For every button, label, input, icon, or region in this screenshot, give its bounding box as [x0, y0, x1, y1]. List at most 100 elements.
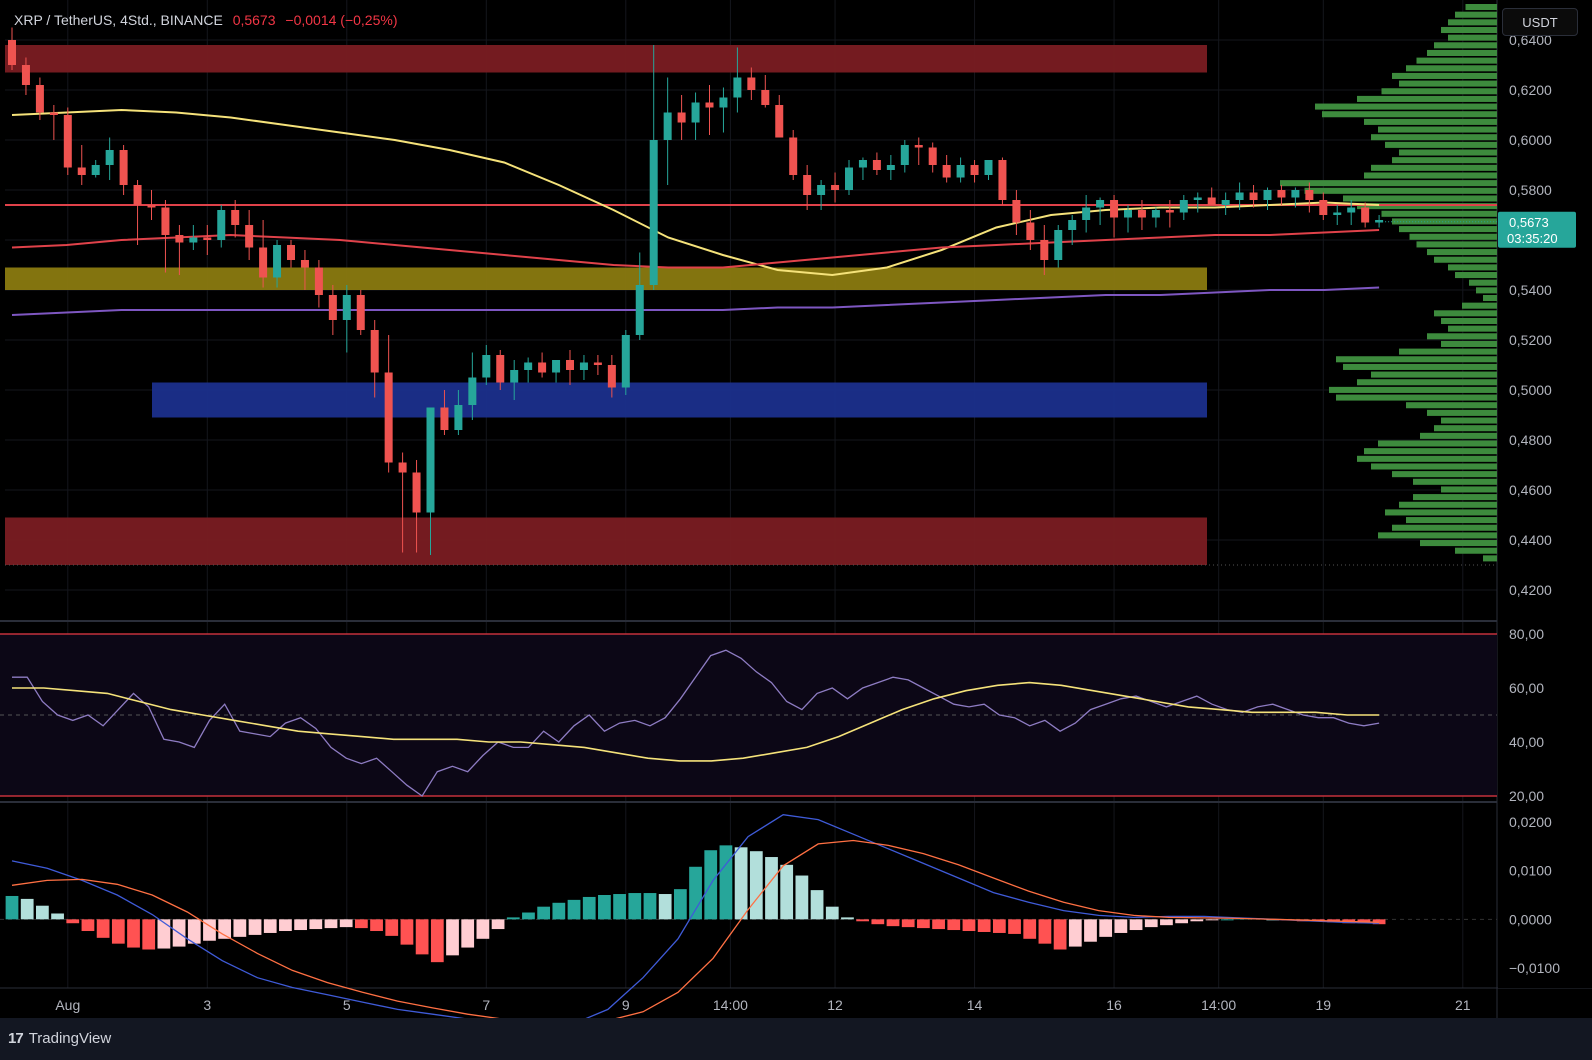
- volume-profile-bar: [1322, 111, 1497, 118]
- candle-body: [8, 40, 16, 65]
- zone-rect: [5, 517, 1207, 565]
- macd-histogram-bar: [385, 919, 399, 936]
- zone-rect: [5, 267, 1207, 290]
- volume-profile-bar: [1357, 379, 1497, 386]
- candle-body: [1319, 200, 1328, 215]
- macd-histogram-bar: [339, 919, 353, 928]
- candle-body: [161, 207, 170, 235]
- candle-body: [1124, 210, 1132, 218]
- candle-body: [91, 165, 100, 175]
- candle-body: [133, 185, 142, 205]
- candle-body: [607, 365, 616, 388]
- candle-body: [984, 160, 993, 175]
- volume-profile-bar: [1462, 302, 1497, 309]
- macd-histogram-bar: [825, 906, 839, 920]
- price-tick-label: 0,4800: [1509, 432, 1552, 448]
- volume-profile-bar: [1357, 203, 1497, 210]
- candle-body: [510, 370, 519, 383]
- candle-body: [1040, 240, 1049, 260]
- candle-body: [328, 295, 337, 320]
- candle-body: [719, 97, 728, 108]
- time-tick-label: 14:00: [713, 997, 748, 1013]
- volume-profile-bar: [1441, 26, 1497, 34]
- zone-rect: [152, 382, 1207, 418]
- volume-profile-bar: [1280, 180, 1497, 187]
- volume-profile-bar: [1448, 264, 1497, 271]
- macd-histogram-bar: [1099, 919, 1113, 937]
- candle-body: [1207, 197, 1216, 205]
- volume-profile-bar: [1427, 409, 1497, 416]
- macd-histogram-bar: [962, 919, 976, 932]
- macd-histogram-bar: [1053, 919, 1067, 950]
- volume-profile-bar: [1448, 34, 1497, 41]
- volume-profile-bar: [1465, 4, 1497, 11]
- macd-histogram-bar: [719, 845, 733, 920]
- candle-body: [398, 462, 407, 473]
- volume-profile-bar: [1409, 233, 1497, 240]
- volume-profile-bar: [1357, 455, 1497, 462]
- volume-profile-bar: [1378, 532, 1497, 539]
- volume-profile-bar: [1455, 272, 1497, 279]
- candle-body: [970, 165, 979, 175]
- candle-body: [761, 90, 770, 105]
- macd-histogram-bar: [871, 919, 885, 925]
- macd-histogram-bar: [552, 902, 566, 920]
- candle-body: [900, 145, 909, 165]
- candle-body: [49, 112, 58, 115]
- macd-histogram-bar: [81, 919, 95, 932]
- trading-chart[interactable]: 0,64000,62000,60000,58000,56000,54000,52…: [0, 0, 1592, 1028]
- moving-average-line: [11, 108, 1380, 277]
- volume-profile-bar: [1434, 425, 1497, 432]
- candle-body: [789, 137, 798, 175]
- candle-body: [482, 355, 491, 378]
- macd-histogram-bar: [1008, 919, 1021, 934]
- price-tick-label: 0,5200: [1509, 332, 1552, 348]
- candle-body: [1137, 210, 1146, 218]
- tradingview-brand[interactable]: 17 TradingView: [8, 1030, 111, 1047]
- volume-profile-bar: [1378, 126, 1497, 133]
- candle-body: [1375, 220, 1384, 223]
- macd-histogram-bar: [795, 875, 809, 920]
- macd-histogram-bar: [370, 919, 383, 932]
- macd-histogram-bar: [248, 919, 262, 935]
- volume-profile-bar: [1483, 294, 1497, 302]
- candle-body: [1347, 207, 1356, 213]
- candle-body: [259, 247, 268, 278]
- rsi-tick-label: 20,00: [1509, 788, 1544, 804]
- macd-histogram-bar: [506, 917, 520, 920]
- volume-profile-bar: [1336, 394, 1497, 401]
- macd-histogram-bar: [324, 919, 338, 929]
- volume-profile-bar: [1420, 432, 1497, 439]
- macd-histogram-bar: [5, 895, 19, 920]
- currency-button[interactable]: USDT: [1502, 8, 1578, 36]
- volume-profile-bar: [1483, 555, 1497, 562]
- candle-body: [412, 472, 421, 513]
- header-change: −0,0014 (−0,25%): [285, 12, 398, 28]
- volume-profile-bar: [1371, 164, 1497, 171]
- macd-histogram-bar: [917, 919, 930, 929]
- candle-body: [1054, 230, 1063, 260]
- volume-profile-bar: [1441, 340, 1497, 347]
- macd-histogram-bar: [689, 866, 702, 920]
- symbol-label[interactable]: XRP / TetherUS, 4Std., BINANCE: [14, 12, 223, 28]
- volume-profile-bar: [1416, 241, 1497, 248]
- candle-body: [63, 115, 72, 168]
- macd-histogram-bar: [749, 851, 763, 920]
- header-price: 0,5673: [232, 12, 276, 28]
- candle-body: [1221, 200, 1230, 205]
- volume-profile-bar: [1315, 103, 1497, 110]
- candle-body: [872, 160, 881, 170]
- candle-body: [273, 245, 282, 278]
- volume-profile-bar: [1427, 333, 1497, 340]
- macd-histogram-bar: [856, 919, 870, 922]
- candle-body: [1305, 190, 1314, 200]
- candle-body: [440, 407, 449, 430]
- rsi-tick-label: 60,00: [1509, 680, 1544, 696]
- macd-histogram-bar: [1175, 919, 1189, 924]
- macd-histogram-bar: [613, 894, 626, 920]
- candle-body: [621, 335, 630, 388]
- macd-histogram-bar: [841, 917, 854, 920]
- macd-histogram-bar: [628, 893, 642, 920]
- candle-body: [426, 407, 435, 513]
